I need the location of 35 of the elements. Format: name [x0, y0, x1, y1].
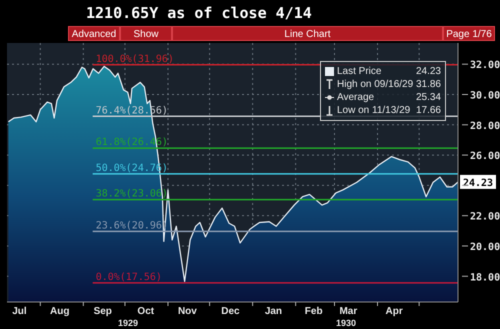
y-tick-label: 20.00 — [470, 242, 500, 253]
annotation: 17.66 — [416, 104, 441, 117]
ref-line-label: 100.0%(31.96) — [96, 54, 174, 65]
x-tick-label: Aug — [50, 306, 70, 317]
annotation: High on 09/16/29 — [337, 78, 414, 91]
x-tick-label: Apr — [386, 306, 403, 317]
x-tick-label: Feb — [304, 306, 323, 317]
annotation: 25.34 — [416, 91, 441, 104]
y-tick-label: 26.00 — [470, 151, 500, 162]
text: Advanced — [68, 26, 120, 41]
annotation: 24.23 — [462, 178, 494, 189]
x-tick-label: Oct — [137, 306, 155, 317]
x-tick-label: Dec — [221, 306, 240, 317]
text: 1930 — [336, 318, 356, 328]
chart-title: 1210.65Y as of close 4/14 — [86, 4, 312, 22]
y-tick-label: 30.00 — [470, 90, 500, 102]
x-tick-label: Sep — [94, 306, 112, 317]
annotation: Average — [337, 91, 376, 104]
annotation: 24.23 — [416, 65, 441, 78]
y-tick-label: 22.00 — [470, 212, 500, 223]
y-tick-label: 18.00 — [470, 272, 500, 284]
legend-label: Last Price — [337, 65, 382, 78]
y-tick-label: 28.00 — [470, 120, 500, 132]
x-tick-label: Jul — [12, 306, 27, 317]
x-tick-label: Mar — [339, 306, 358, 317]
text: Line Chart — [172, 26, 443, 41]
ref-line-label: 0.0%(17.56) — [96, 272, 162, 283]
y-tick-label: 32.00 — [470, 60, 500, 72]
text: Page 1/76 — [443, 26, 495, 41]
annotation: Low on 11/13/29 — [337, 104, 412, 117]
x-tick-label: Nov — [178, 306, 198, 317]
x-tick-label: Jan — [264, 306, 282, 317]
text: Show — [120, 26, 172, 41]
annotation: 31.86 — [416, 78, 441, 91]
text: 1929 — [118, 318, 138, 328]
